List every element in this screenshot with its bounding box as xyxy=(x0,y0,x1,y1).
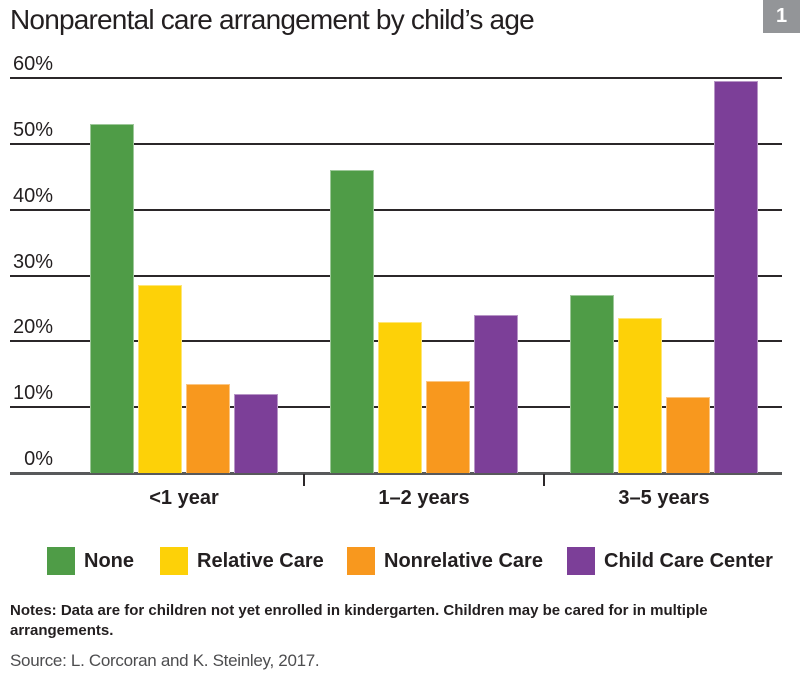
bar-none xyxy=(570,295,614,473)
bar-nonrelative-care xyxy=(426,381,470,473)
legend-item-child-care-center: Child Care Center xyxy=(567,547,773,575)
y-axis-label: 40% xyxy=(12,185,53,207)
x-axis-line xyxy=(10,472,782,475)
x-axis-label: 1–2 years xyxy=(378,487,470,509)
y-axis-label: 30% xyxy=(12,251,53,273)
y-axis-label: 60% xyxy=(12,53,53,75)
legend-swatch-child-care-center xyxy=(567,547,595,575)
legend-swatch-none xyxy=(47,547,75,575)
bar-none xyxy=(330,170,374,473)
x-axis-tick xyxy=(303,474,305,486)
bar-child-care-center xyxy=(714,81,758,473)
bar-relative-care xyxy=(618,318,662,473)
legend-item-relative-care: Relative Care xyxy=(160,547,324,575)
legend-item-none: None xyxy=(47,547,134,575)
bar-none xyxy=(90,124,134,473)
chart-legend: None Relative Care Nonrelative Care Child C… xyxy=(0,547,800,575)
x-axis-label: <1 year xyxy=(149,487,219,509)
gridline xyxy=(10,209,782,211)
bar-child-care-center xyxy=(234,394,278,473)
chart-notes: Notes: Data are for children not yet enr… xyxy=(10,602,708,639)
figure-number-badge: 1 xyxy=(763,0,800,33)
y-axis-label: 50% xyxy=(12,119,53,141)
bar-nonrelative-care xyxy=(666,397,710,473)
x-axis-tick xyxy=(543,474,545,486)
legend-swatch-relative-care xyxy=(160,547,188,575)
gridline xyxy=(10,143,782,145)
y-axis-label: 10% xyxy=(12,382,53,404)
gridline xyxy=(10,275,782,277)
bar-chart: 0% 10% 20% 30% 40% 50% 60% <1 year 1–2 years 3–5 … xyxy=(10,53,782,509)
bar-nonrelative-care xyxy=(186,384,230,473)
x-axis-label: 3–5 years xyxy=(618,487,710,509)
gridline xyxy=(10,77,782,79)
chart-source: Source: L. Corcoran and K. Steinley, 201… xyxy=(10,651,320,670)
y-axis-label: 20% xyxy=(12,316,53,338)
legend-label: None xyxy=(84,549,134,572)
y-axis-label: 0% xyxy=(24,448,53,470)
legend-label: Child Care Center xyxy=(604,549,773,572)
bar-relative-care xyxy=(378,322,422,473)
legend-label: Relative Care xyxy=(197,549,324,572)
chart-title: Nonparental care arrangement by child’s … xyxy=(10,4,535,35)
bar-child-care-center xyxy=(474,315,518,473)
legend-swatch-nonrelative-care xyxy=(347,547,375,575)
legend-label: Nonrelative Care xyxy=(384,549,543,572)
bar-relative-care xyxy=(138,285,182,473)
legend-item-nonrelative-care: Nonrelative Care xyxy=(347,547,543,575)
